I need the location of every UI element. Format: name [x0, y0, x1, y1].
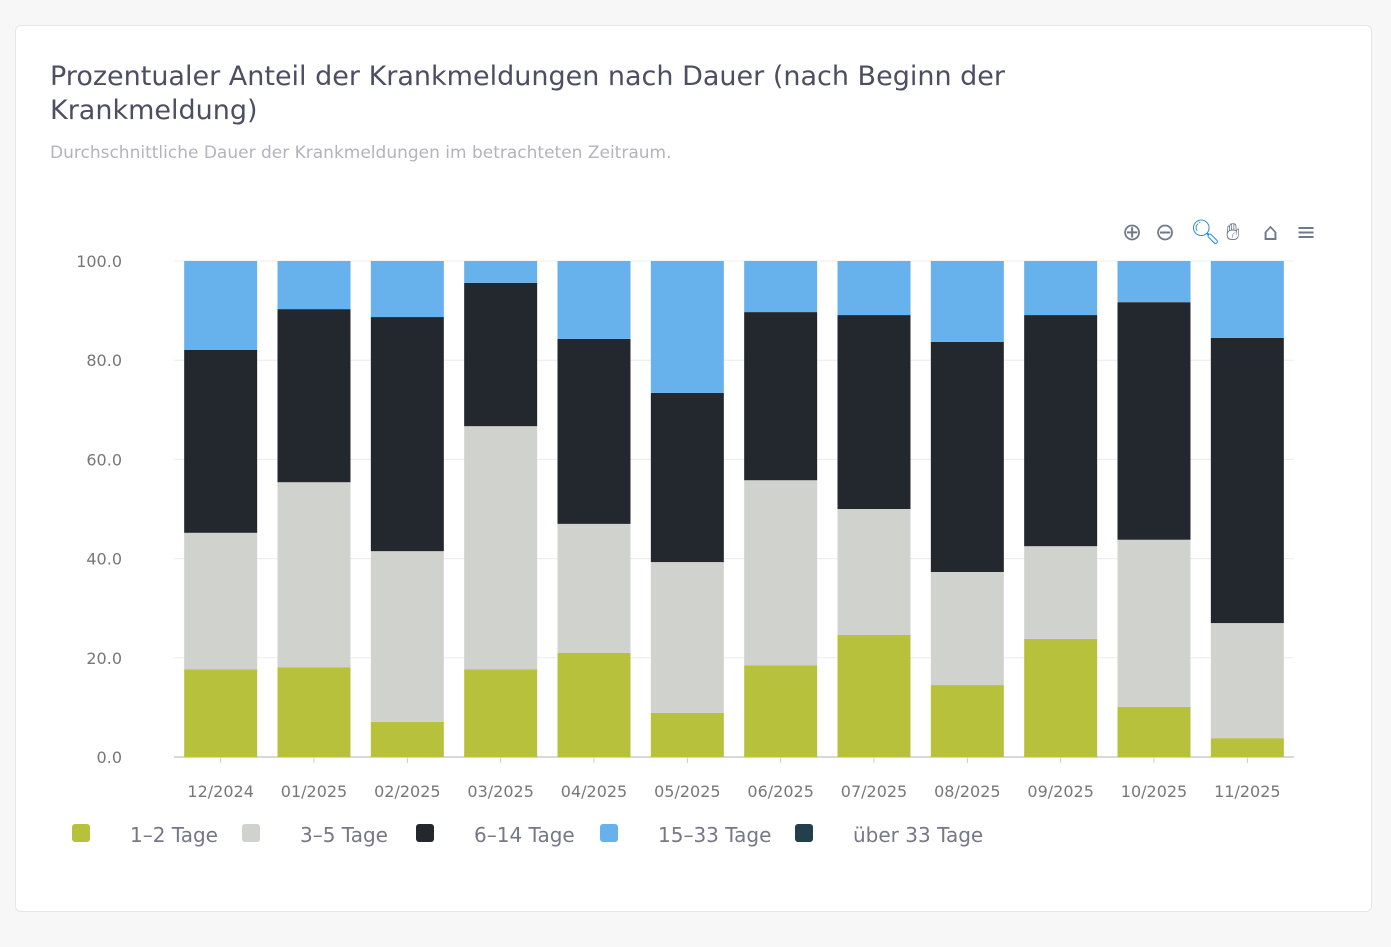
bar-segment[interactable]: [1117, 539, 1191, 707]
bar-segment[interactable]: [930, 685, 1004, 757]
bar-segment[interactable]: [744, 312, 818, 481]
bar-segment[interactable]: [650, 712, 724, 757]
menu-icon[interactable]: ≡: [1296, 218, 1317, 246]
legend-swatch: [242, 824, 260, 842]
x-tick-label: 12/2024: [187, 782, 253, 801]
bar-segment[interactable]: [744, 480, 818, 666]
bar-segment[interactable]: [1117, 706, 1191, 757]
x-tick-label: 01/2025: [281, 782, 347, 801]
bar-segment[interactable]: [1210, 261, 1284, 338]
legend-swatch: [416, 824, 434, 842]
bar-segment[interactable]: [744, 665, 818, 757]
bar-segment[interactable]: [184, 669, 258, 757]
bar-segment[interactable]: [464, 261, 538, 283]
chart-title: Prozentualer Anteil der Krankmeldungen n…: [50, 61, 1005, 126]
bar-segment[interactable]: [370, 317, 444, 552]
bar-segment[interactable]: [1210, 623, 1284, 739]
bar-segment[interactable]: [1024, 638, 1098, 757]
bar-segment[interactable]: [837, 634, 911, 757]
bar-segment[interactable]: [557, 338, 631, 524]
bar-segment[interactable]: [370, 551, 444, 722]
zoom-out-icon[interactable]: ⊖: [1155, 218, 1176, 246]
y-tick-label: 100.0: [76, 252, 122, 271]
legend-label: 6–14 Tage: [474, 823, 575, 847]
y-tick-label: 40.0: [86, 550, 122, 569]
legend-swatch: [600, 824, 618, 842]
y-tick-label: 20.0: [86, 649, 122, 668]
selection-zoom-icon[interactable]: 🔍︎: [1190, 218, 1221, 246]
bar-segment[interactable]: [184, 349, 258, 533]
zoom-in-icon[interactable]: ⊕: [1122, 218, 1143, 246]
legend-item[interactable]: 6–14 Tage: [416, 823, 575, 847]
bar-segment[interactable]: [930, 341, 1004, 572]
x-tick-label: 11/2025: [1214, 782, 1280, 801]
x-tick-label: 04/2025: [561, 782, 627, 801]
bar-segment[interactable]: [277, 482, 351, 668]
bar-segment[interactable]: [370, 261, 444, 318]
bar-segment[interactable]: [837, 261, 911, 316]
bar-segment[interactable]: [277, 261, 351, 310]
legend-label: 3–5 Tage: [300, 823, 388, 847]
x-tick-label: 02/2025: [374, 782, 440, 801]
bar-segment[interactable]: [650, 392, 724, 563]
legend-item[interactable]: 15–33 Tage: [600, 823, 771, 847]
bar-segment[interactable]: [464, 669, 538, 757]
x-tick-label: 08/2025: [934, 782, 1000, 801]
bar-segment[interactable]: [184, 532, 258, 670]
reset-home-icon[interactable]: ⌂: [1263, 218, 1279, 246]
legend-item[interactable]: über 33 Tage: [795, 823, 983, 847]
y-tick-label: 0.0: [97, 748, 122, 767]
legend-item[interactable]: 3–5 Tage: [242, 823, 388, 847]
bar-segment[interactable]: [650, 562, 724, 713]
bar-segment[interactable]: [1024, 261, 1098, 316]
bar-segment[interactable]: [930, 571, 1004, 686]
legend-label: 15–33 Tage: [658, 823, 771, 847]
x-tick-label: 03/2025: [467, 782, 533, 801]
y-tick-label: 60.0: [86, 450, 122, 469]
bar-segment[interactable]: [464, 282, 538, 427]
bar-segment[interactable]: [744, 261, 818, 313]
bar-segment[interactable]: [557, 523, 631, 653]
x-tick-label: 09/2025: [1027, 782, 1093, 801]
bar-segment[interactable]: [1210, 337, 1284, 624]
legend-swatch: [72, 824, 90, 842]
bar-segment[interactable]: [1024, 315, 1098, 547]
bar-segment[interactable]: [557, 261, 631, 339]
legend-swatch: [795, 824, 813, 842]
pan-hand-icon[interactable]: ✋︎: [1226, 218, 1240, 246]
y-tick-label: 80.0: [86, 351, 122, 370]
bar-segment[interactable]: [370, 721, 444, 757]
legend-label: über 33 Tage: [853, 823, 983, 847]
bar-segment[interactable]: [837, 509, 911, 635]
bar-segment[interactable]: [1024, 546, 1098, 639]
bar-segment[interactable]: [837, 315, 911, 509]
bar-segment[interactable]: [1117, 261, 1191, 303]
bar-segment[interactable]: [557, 652, 631, 757]
bar-segment[interactable]: [184, 261, 258, 350]
bar-segment[interactable]: [1210, 738, 1284, 757]
bar-segment[interactable]: [650, 261, 724, 393]
bar-segment[interactable]: [277, 309, 351, 483]
legend-item[interactable]: 1–2 Tage: [72, 823, 218, 847]
bar-segment[interactable]: [1117, 302, 1191, 540]
x-tick-label: 05/2025: [654, 782, 720, 801]
bar-segment[interactable]: [930, 261, 1004, 342]
x-tick-label: 10/2025: [1121, 782, 1187, 801]
bar-segment[interactable]: [464, 426, 538, 670]
x-tick-label: 07/2025: [841, 782, 907, 801]
legend-label: 1–2 Tage: [130, 823, 218, 847]
chart-subtitle: Durchschnittliche Dauer der Krankmeldung…: [50, 143, 672, 163]
x-tick-label: 06/2025: [747, 782, 813, 801]
bar-segment[interactable]: [277, 667, 351, 757]
